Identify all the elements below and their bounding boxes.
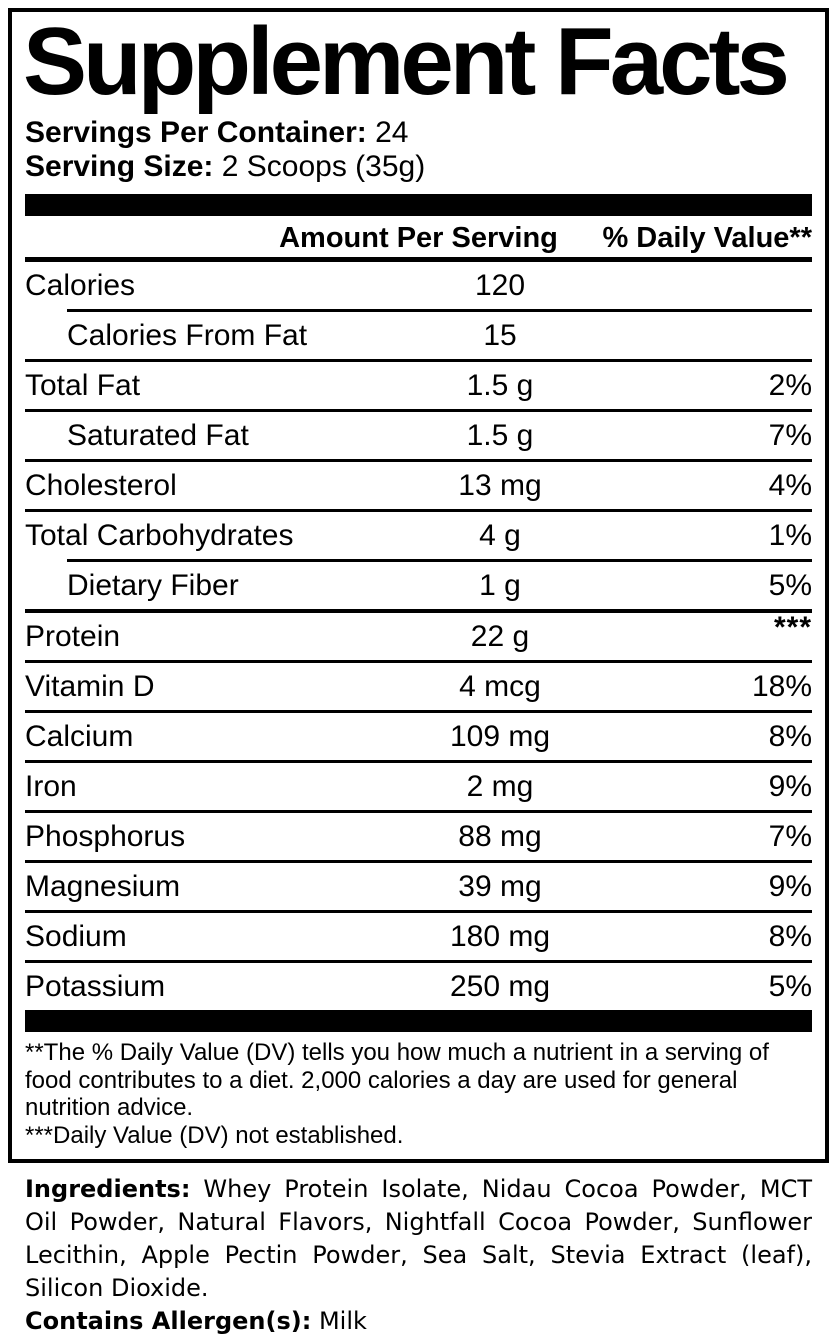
- nutrient-row: Calories From Fat 15: [25, 312, 812, 359]
- dv-not-established-footnote: ***Daily Value (DV) not established.: [25, 1121, 404, 1149]
- nutrient-name: Dietary Fiber: [67, 568, 239, 602]
- nutrient-name: Total Fat: [25, 368, 141, 402]
- nutrient-amount: 250 mg: [449, 969, 551, 1003]
- nutrient-name: Iron: [25, 769, 77, 803]
- nutrient-row: Total Fat 1.5 g 2%: [25, 362, 812, 409]
- nutrient-row: Protein 22 g ***: [25, 610, 812, 660]
- nutrient-amount: 15: [483, 318, 517, 352]
- facts-table-header: Amount Per Serving % Daily Value**: [25, 216, 812, 257]
- nutrient-row: Total Carbohydrates 4 g 1%: [25, 512, 812, 559]
- nutrient-name: Protein: [25, 619, 121, 653]
- row-divider: [25, 409, 812, 412]
- thick-rule-top: [25, 194, 812, 216]
- nutrient-name: Calories: [25, 268, 136, 302]
- supplement-facts-panel: Supplement Facts Servings Per Container:…: [8, 8, 829, 1163]
- nutrient-row: Dietary Fiber 1 g 5%: [25, 562, 812, 609]
- row-divider: [25, 609, 812, 613]
- nutrient-row: Calcium 109 mg 8%: [25, 713, 812, 760]
- servings-per-container-label: Servings Per Container:: [25, 116, 367, 149]
- servings-per-container: Servings Per Container: 24: [25, 116, 812, 150]
- nutrient-daily-value: 1%: [768, 518, 812, 552]
- nutrient-daily-value: ***: [773, 610, 812, 644]
- panel-title: Supplement Facts: [23, 8, 790, 115]
- nutrient-amount: 2 mg: [466, 769, 534, 803]
- nutrient-daily-value: 4%: [768, 468, 812, 502]
- nutrient-daily-value: 2%: [768, 368, 812, 402]
- nutrient-row: Iron 2 mg 9%: [25, 763, 812, 810]
- nutrient-amount: 13 mg: [458, 468, 542, 502]
- nutrient-row: Saturated Fat 1.5 g 7%: [25, 412, 812, 459]
- nutrient-daily-value: 8%: [768, 719, 812, 753]
- row-divider: [25, 509, 812, 512]
- nutrient-row: Magnesium 39 mg 9%: [25, 863, 812, 910]
- nutrient-daily-value: 9%: [768, 769, 812, 803]
- column-header-daily-value: % Daily Value**: [602, 222, 812, 254]
- allergen-label: Contains Allergen(s):: [25, 1307, 312, 1335]
- row-divider: [67, 309, 812, 312]
- nutrient-name: Sodium: [25, 919, 127, 953]
- nutrient-row: Potassium 250 mg 5%: [25, 963, 812, 1010]
- column-header-amount: Amount Per Serving: [279, 222, 558, 254]
- nutrient-amount: 4 g: [479, 518, 521, 552]
- nutrient-amount: 4 mcg: [459, 669, 541, 703]
- nutrient-daily-value: 5%: [768, 568, 812, 602]
- thick-rule-bottom: [25, 1010, 812, 1032]
- ingredients-paragraph: Ingredients: Whey Protein Isolate, Nidau…: [25, 1173, 812, 1305]
- nutrient-amount: 180 mg: [449, 919, 551, 953]
- nutrient-row: Calories 120: [25, 262, 812, 309]
- ingredients-section: Ingredients: Whey Protein Isolate, Nidau…: [25, 1173, 812, 1338]
- nutrient-amount: 39 mg: [458, 869, 542, 903]
- row-divider: [25, 810, 812, 813]
- nutrient-name: Magnesium: [25, 869, 181, 903]
- servings-per-container-value: 24: [375, 116, 409, 149]
- serving-size: Serving Size: 2 Scoops (35g): [25, 150, 812, 184]
- nutrient-name: Calcium: [25, 719, 134, 753]
- nutrient-name: Calories From Fat: [67, 318, 308, 352]
- nutrient-daily-value: 7%: [768, 418, 812, 452]
- nutrient-row: Vitamin D 4 mcg 18%: [25, 663, 812, 710]
- nutrient-daily-value: 18%: [751, 669, 812, 703]
- row-divider: [25, 710, 812, 713]
- allergen-line: Contains Allergen(s): Milk: [25, 1305, 812, 1338]
- nutrient-name: Total Carbohydrates: [25, 518, 294, 552]
- daily-value-footnote: **The % Daily Value (DV) tells you how m…: [25, 1039, 769, 1121]
- nutrient-amount: 109 mg: [449, 719, 551, 753]
- nutrient-name: Cholesterol: [25, 468, 177, 502]
- nutrient-name: Saturated Fat: [67, 418, 249, 452]
- row-divider: [25, 860, 812, 863]
- nutrient-amount: 1.5 g: [466, 418, 534, 452]
- row-divider: [25, 760, 812, 763]
- nutrient-row: Phosphorus 88 mg 7%: [25, 813, 812, 860]
- allergen-value: Milk: [318, 1307, 367, 1335]
- nutrient-amount: 1 g: [479, 568, 521, 602]
- serving-size-value: 2 Scoops (35g): [221, 150, 426, 183]
- row-divider: [67, 559, 812, 562]
- nutrient-row: Cholesterol 13 mg 4%: [25, 462, 812, 509]
- ingredients-label: Ingredients:: [25, 1175, 191, 1203]
- row-divider: [25, 359, 812, 362]
- nutrient-daily-value: 8%: [768, 919, 812, 953]
- footnotes: **The % Daily Value (DV) tells you how m…: [25, 1032, 812, 1151]
- row-divider: [25, 660, 812, 663]
- header-separator-rule: [25, 257, 812, 262]
- nutrient-amount: 120: [474, 268, 526, 302]
- nutrient-daily-value: 7%: [768, 819, 812, 853]
- nutrient-row: Sodium 180 mg 8%: [25, 913, 812, 960]
- nutrient-daily-value: 5%: [768, 969, 812, 1003]
- row-divider: [25, 910, 812, 913]
- nutrient-amount: 88 mg: [458, 819, 542, 853]
- nutrient-daily-value: 9%: [768, 869, 812, 903]
- nutrient-amount: 22 g: [470, 619, 530, 653]
- facts-rows: Calories 120 Calories From Fat 15 Total Fat 1…: [25, 262, 812, 1010]
- nutrient-amount: 1.5 g: [466, 368, 534, 402]
- row-divider: [25, 960, 812, 963]
- nutrient-name: Potassium: [25, 969, 166, 1003]
- nutrient-name: Vitamin D: [25, 669, 155, 703]
- serving-size-label: Serving Size:: [25, 150, 214, 183]
- nutrient-name: Phosphorus: [25, 819, 186, 853]
- row-divider: [25, 459, 812, 462]
